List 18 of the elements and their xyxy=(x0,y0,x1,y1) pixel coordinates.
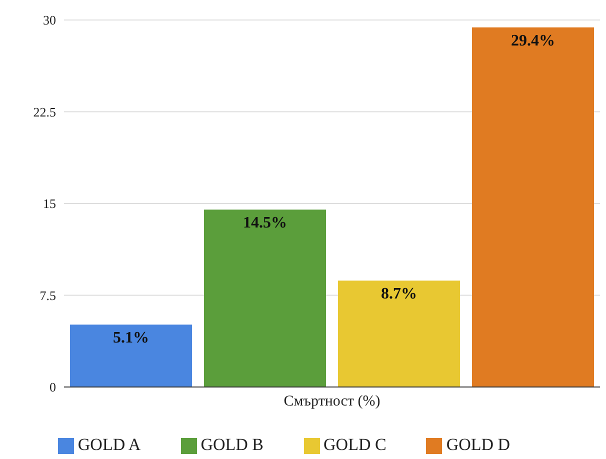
y-tick-label: 22.5 xyxy=(33,104,56,120)
bar xyxy=(204,210,326,387)
data-label: 14.5% xyxy=(243,214,287,232)
legend-label: GOLD A xyxy=(78,435,141,454)
legend-label: GOLD B xyxy=(200,435,264,454)
bar xyxy=(70,324,192,387)
data-label: 5.1% xyxy=(113,330,149,347)
y-tick-label: 0 xyxy=(50,380,56,395)
legend-label: GOLD D xyxy=(446,435,510,454)
legend-label: GOLD C xyxy=(324,435,386,454)
y-tick-label: 7.5 xyxy=(40,288,56,303)
y-tick-label: 30 xyxy=(43,12,56,28)
x-tick-label: Смъртност (%) xyxy=(284,394,380,410)
data-label: 8.7% xyxy=(381,286,417,303)
bar xyxy=(338,280,460,387)
data-label: 29.4% xyxy=(511,32,555,50)
bar xyxy=(472,27,594,387)
y-tick-label: 15 xyxy=(43,196,56,212)
